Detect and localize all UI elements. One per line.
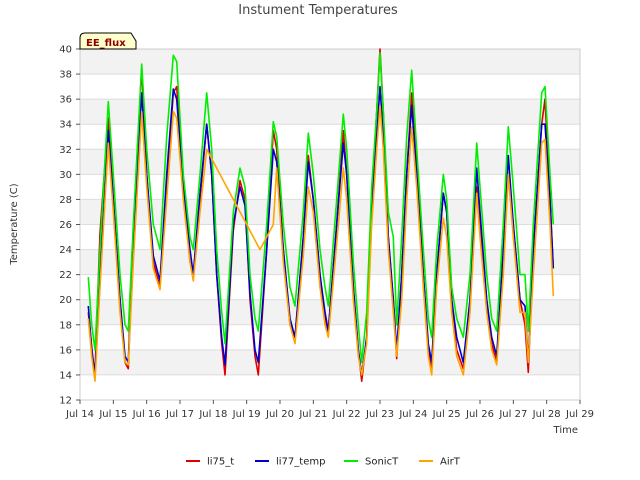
band	[80, 49, 580, 75]
y-tick-label: 38	[59, 70, 72, 81]
y-tick-label: 14	[59, 370, 72, 381]
legend-item: li77_temp	[255, 457, 325, 468]
legend-item: AirT	[419, 457, 461, 468]
series-line-li77-temp	[87, 85, 555, 376]
ee-flux-badge: EE_flux	[79, 32, 137, 50]
band	[80, 99, 580, 125]
x-tick-label: Jul 20	[265, 409, 294, 420]
y-tick-label: 34	[59, 120, 72, 131]
x-tick-label: Jul 27	[498, 409, 527, 420]
x-tick-label: Jul 19	[232, 409, 261, 420]
legend-label: AirT	[440, 457, 461, 468]
x-tick-label: Jul 28	[532, 409, 561, 420]
series-line-sonict	[87, 52, 555, 364]
y-tick-label: 16	[59, 345, 72, 356]
y-tick-label: 20	[59, 295, 72, 306]
y-tick-label: 36	[59, 95, 72, 106]
legend-item: SonicT	[344, 457, 399, 468]
y-tick-label: 12	[59, 396, 72, 407]
x-tick-label: Jul 18	[198, 409, 227, 420]
x-tick-label: Jul 24	[398, 409, 427, 420]
x-tick-label: Jul 17	[165, 409, 194, 420]
x-tick-label: Jul 14	[65, 409, 94, 420]
band	[80, 149, 580, 175]
x-tick-label: Jul 21	[298, 409, 327, 420]
series-line-airt	[87, 104, 555, 382]
chart-title: Instument Temperatures	[238, 3, 398, 18]
legend-label: li75_t	[207, 457, 234, 468]
x-tick-label: Jul 15	[98, 409, 127, 420]
legend-label: SonicT	[365, 457, 399, 468]
y-tick-label: 40	[59, 45, 72, 56]
legend: li75_t li77_temp SonicT AirT	[186, 457, 461, 468]
y-tick-label: 26	[59, 220, 72, 231]
badge-label: EE_flux	[86, 38, 126, 49]
series-lines	[87, 48, 555, 382]
x-tick-label: Jul 26	[465, 409, 494, 420]
band	[80, 349, 580, 375]
x-tick-label: Jul 16	[132, 409, 161, 420]
legend-item: li75_t	[186, 457, 234, 468]
x-tick-label: Jul 23	[365, 409, 394, 420]
y-tick-label: 30	[59, 170, 72, 181]
x-tick-label: Jul 22	[332, 409, 361, 420]
plot-background-bands	[80, 49, 580, 375]
y-axis-label: Temperature (C)	[9, 183, 20, 265]
x-axis-ticks: Jul 14 Jul 15 Jul 16 Jul 17 Jul 18 Jul 19 Jul …	[65, 400, 594, 420]
y-tick-label: 24	[59, 245, 72, 256]
y-tick-label: 22	[59, 270, 72, 281]
x-axis-label: Time	[553, 425, 578, 436]
x-tick-label: Jul 25	[432, 409, 461, 420]
y-tick-label: 18	[59, 320, 72, 331]
y-tick-label: 32	[59, 145, 72, 156]
legend-label: li77_temp	[276, 457, 325, 468]
y-axis-ticks: 12 14 16 18 20 22 24 26 28 30 32 34 36 38 40	[59, 45, 80, 407]
y-tick-label: 28	[59, 195, 72, 206]
x-tick-label: Jul 29	[565, 409, 594, 420]
